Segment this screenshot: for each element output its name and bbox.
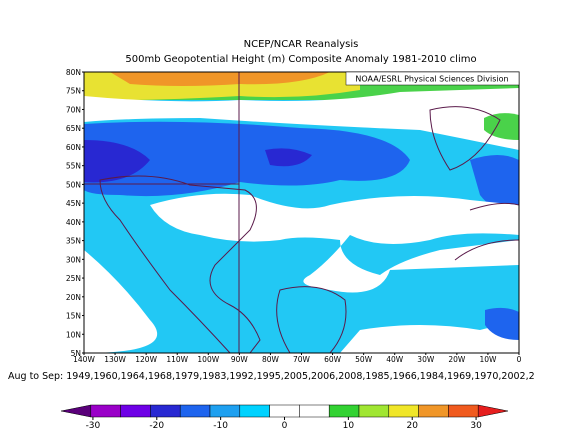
lon-label: 60W [324,355,342,364]
lon-label: 110W [166,355,188,364]
lat-label: 30N [66,255,81,264]
lon-label: 0 [517,355,522,364]
colorbar-label: 0 [282,421,288,431]
lat-label: 15N [66,312,81,321]
lat-label: 20N [66,293,81,302]
coastline-south-america [276,286,347,353]
lat-label: 65N [66,124,81,133]
lon-label: 100W [197,355,219,364]
credit: NOAA/ESRL Physical Sciences Division [355,75,508,84]
lat-label: 10N [66,330,81,339]
lat-label: 60N [66,143,81,152]
colorbar-box [120,404,151,418]
colorbar-box [209,404,241,418]
colorbar-label: 10 [343,421,355,431]
colorbar-label: 20 [406,421,418,431]
anomaly-white-north [84,88,519,150]
lat-label: 35N [66,237,81,246]
colorbar-box [90,404,121,418]
lon-label: 140W [73,355,95,364]
lon-label: 120W [135,355,157,364]
coastline-europe-africa [454,202,519,261]
lat-label: 25N [66,274,81,283]
anomaly-orange [110,72,330,86]
lon-label: 130W [104,355,126,364]
lat-label: 80N [66,68,81,77]
lat-label: 5N [71,349,81,358]
lon-label: 90W [231,355,249,364]
credit-box [345,71,520,86]
coastline [99,175,261,353]
anomaly-blue-east [470,155,519,211]
anomaly-darkblue-west [84,140,150,183]
lat-label: 45N [66,199,81,208]
lat-label: 50N [66,180,81,189]
lat-label: 75N [66,87,81,96]
colorbar-box [358,404,390,418]
colorbar-box [150,404,181,418]
colorbar-label: -10 [213,421,228,431]
colorbar-label: -20 [149,421,164,431]
colorbar-box [299,404,330,418]
anomaly-blue-se [485,307,519,340]
colorbar-label: 30 [470,421,482,431]
coastline-greenland [429,106,501,171]
anomaly-white-sw [84,250,158,353]
colorbar-box [448,404,479,418]
colorbar-triangle [60,404,92,418]
lon-label: 80W [262,355,280,364]
caption: Aug to Sep: 1949,1960,1964,1968,1979,198… [8,371,535,382]
lon-label: 30W [417,355,435,364]
colorbar-triangle [477,404,509,418]
lon-label: 70W [293,355,311,364]
lon-label: 10W [479,355,497,364]
lon-label: 50W [355,355,373,364]
colorbar-label: -30 [86,421,101,431]
title: NCEP/NCAR Reanalysis [244,39,359,50]
anomaly-darkblue-east [265,148,312,167]
colorbar-box [179,404,211,418]
lat-label: 40N [66,218,81,227]
colorbar-box [269,404,300,418]
map: NOAA/ESRL Physical Sciences Division [83,71,520,354]
lon-label: 20W [448,355,466,364]
colorbar-box [239,404,270,418]
lon-label: 40W [386,355,404,364]
colorbar-box [328,404,360,418]
colorbar-box [388,404,419,418]
anomaly-white-south [340,320,519,353]
anomaly-blue [84,121,410,197]
lat-label: 55N [66,162,81,171]
colorbar: -30 -20 -10 0 10 20 30 [60,404,509,431]
lat-label: 70N [66,105,81,114]
anomaly-white-mid [150,193,519,293]
subtitle: 500mb Geopotential Height (m) Composite … [125,54,476,65]
colorbar-box [418,404,449,418]
